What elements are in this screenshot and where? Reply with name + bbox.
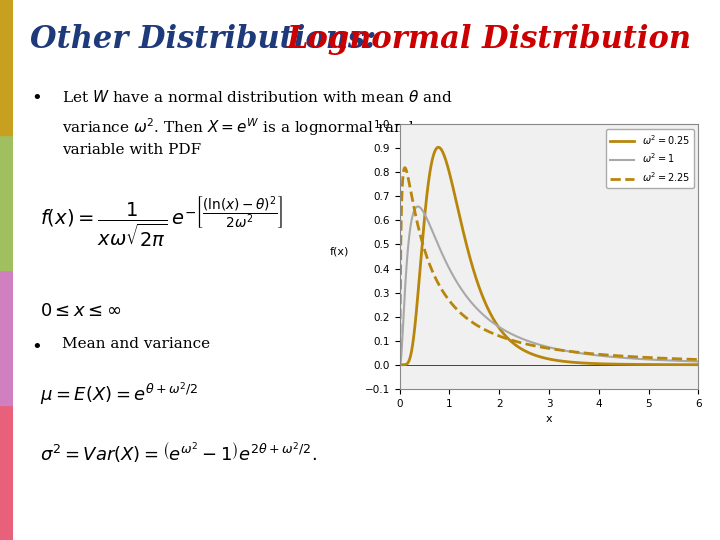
Text: Mean and variance: Mean and variance	[62, 338, 210, 352]
Bar	[0, 405, 13, 540]
$\omega^2 = 0.25$	[694, 361, 703, 368]
$\omega^2 = 2.25$	[400, 165, 409, 171]
$\omega^2 = 2.25$	[533, 343, 541, 349]
$\omega^2 = 1$	[694, 359, 703, 365]
$\omega^2 = 2.25$	[410, 210, 419, 216]
$\omega^2 = 2.25$	[631, 354, 639, 360]
$\omega^2 = 1$	[413, 203, 422, 210]
$\omega^2 = 0.25$	[685, 361, 694, 368]
Text: $0 \leq x \leq \infty$: $0 \leq x \leq \infty$	[40, 302, 122, 320]
$\omega^2 = 0.25$	[631, 361, 639, 368]
$\omega^2 = 0.25$	[410, 323, 419, 329]
$\omega^2 = 1$	[395, 361, 404, 368]
$\omega^2 = 1$	[685, 358, 694, 365]
Bar	[0, 0, 13, 135]
$\omega^2 = 1$	[410, 206, 419, 212]
Text: •: •	[32, 338, 42, 355]
Line: $\omega^2 = 0.25$: $\omega^2 = 0.25$	[400, 147, 698, 364]
Text: •: •	[32, 89, 42, 107]
Bar	[0, 135, 13, 270]
$\omega^2 = 2.25$	[694, 356, 703, 363]
$\omega^2 = 0.25$	[541, 355, 549, 361]
$\omega^2 = 1$	[541, 343, 549, 349]
$\omega^2 = 0.25$	[685, 361, 694, 368]
$\omega^2 = 2.25$	[685, 356, 694, 362]
Legend: $\omega^2 = 0.25$, $\omega^2 = 1$, $\omega^2 = 2.25$: $\omega^2 = 0.25$, $\omega^2 = 1$, $\ome…	[606, 129, 693, 188]
Text: Other Distributions:: Other Distributions:	[30, 24, 387, 55]
X-axis label: x: x	[546, 414, 552, 424]
$\omega^2 = 2.25$	[541, 345, 549, 351]
Text: $\mu = E(X) = e^{\theta+\omega^2/2}$: $\mu = E(X) = e^{\theta+\omega^2/2}$	[40, 381, 199, 408]
$\omega^2 = 1$	[631, 355, 639, 362]
$\omega^2 = 0.25$	[434, 144, 443, 151]
$\omega^2 = 2.25$	[685, 356, 694, 362]
Text: $f(x)=\dfrac{1}{x\omega\sqrt{2\pi}}\,e^{-\left[\dfrac{(\ln(x)-\theta)^2}{2\omega: $f(x)=\dfrac{1}{x\omega\sqrt{2\pi}}\,e^{…	[40, 194, 284, 249]
$\omega^2 = 0.25$	[533, 353, 541, 359]
$\omega^2 = 0.25$	[395, 361, 404, 368]
Text: $\sigma^2 = Var(X) = \left(e^{\omega^2}-1\right)e^{2\theta+\omega^2/2}.$: $\sigma^2 = Var(X) = \left(e^{\omega^2}-…	[40, 440, 318, 465]
Text: variance $\omega^2$. Then $X = e^W$ is a lognormal random: variance $\omega^2$. Then $X = e^W$ is a…	[62, 116, 438, 138]
Bar	[0, 270, 13, 405]
$\omega^2 = 1$	[685, 358, 694, 365]
Y-axis label: f(x): f(x)	[330, 246, 349, 256]
Text: Let $W$ have a normal distribution with mean $\theta$ and: Let $W$ have a normal distribution with …	[62, 89, 452, 105]
Line: $\omega^2 = 2.25$: $\omega^2 = 2.25$	[400, 168, 698, 363]
$\omega^2 = 2.25$	[395, 360, 404, 367]
Text: variable with PDF: variable with PDF	[62, 143, 201, 157]
Text: Lognormal Distribution: Lognormal Distribution	[287, 24, 692, 55]
Line: $\omega^2 = 1$: $\omega^2 = 1$	[400, 206, 698, 364]
$\omega^2 = 1$	[533, 341, 541, 347]
